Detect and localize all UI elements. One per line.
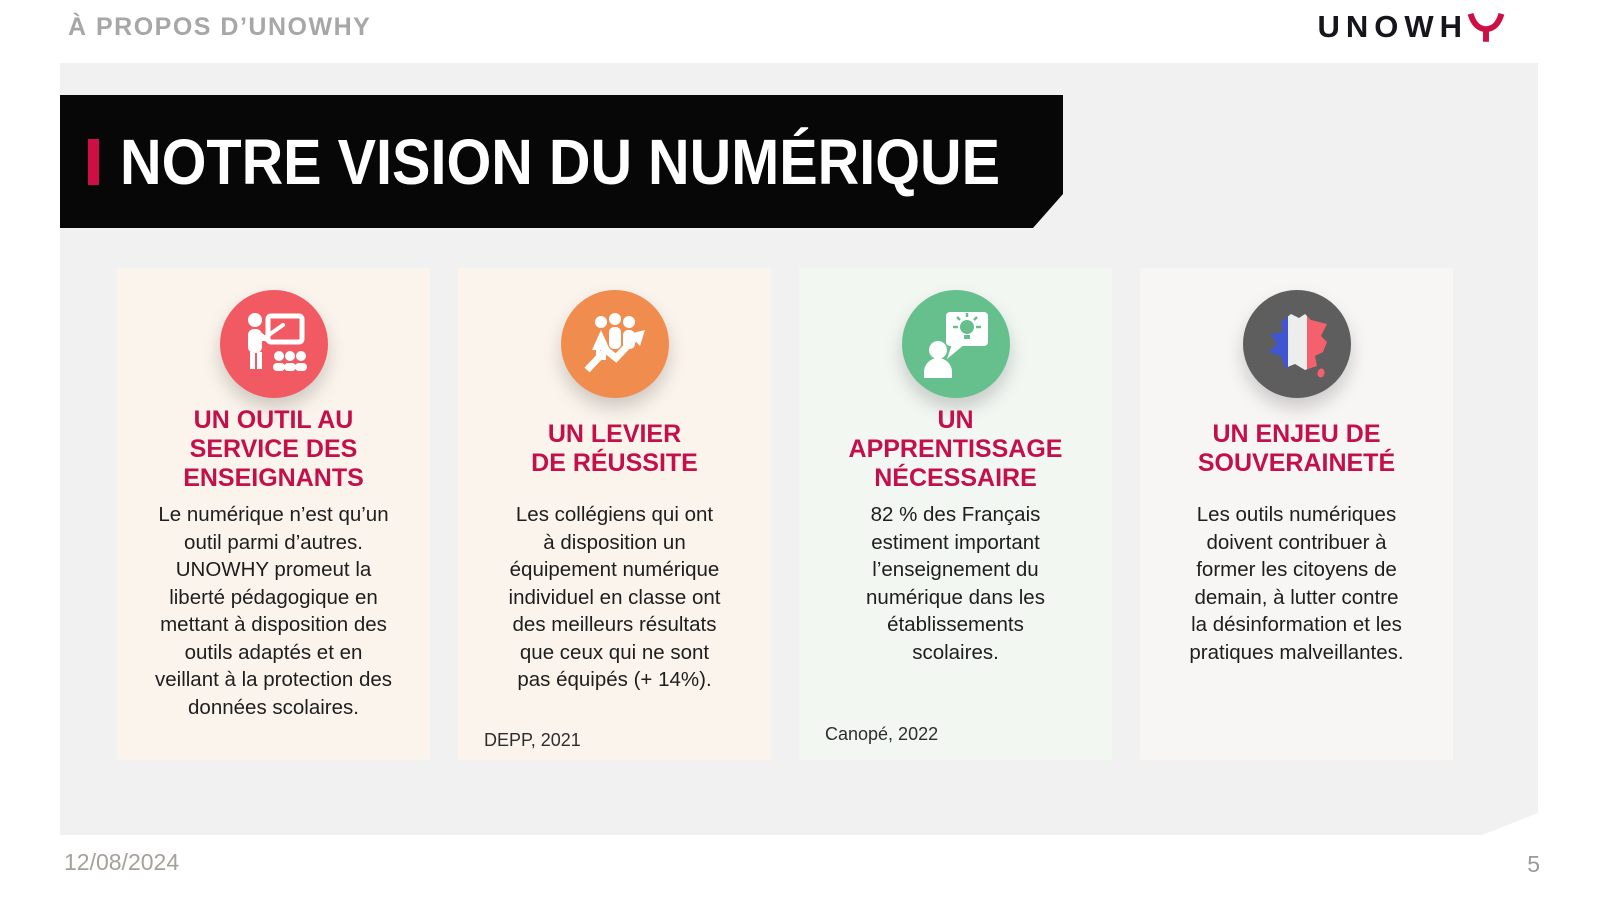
slide-kicker: À PROPOS D’UNOWHY <box>68 13 372 41</box>
france-map-icon <box>1243 290 1351 398</box>
logo-y-icon <box>1467 12 1505 42</box>
title-banner: NOTRE VISION DU NUMÉRIQUE <box>60 95 1063 228</box>
card-apprentissage: UN APPRENTISSAGE NÉCESSAIRE 82 % des Fra… <box>799 268 1112 760</box>
card-source: Canopé, 2022 <box>825 724 939 744</box>
card-title: UN OUTIL AU SERVICE DES ENSEIGNANTS <box>183 405 364 492</box>
card-title: UN LEVIER DE RÉUSSITE <box>531 420 698 477</box>
unowhy-logo: UNOWH <box>1317 10 1505 44</box>
card-body: Les outils numériques doivent contribuer… <box>1189 503 1404 664</box>
card-body: 82 % des Français estiment important l’e… <box>866 503 1045 664</box>
logo-wordmark: UNOWH <box>1317 9 1468 44</box>
card-levier-reussite: UN LEVIER DE RÉUSSITE Les collégiens qui… <box>458 268 771 760</box>
card-souverainete: UN ENJEU DE SOUVERAINETÉ Les outils numé… <box>1140 268 1453 760</box>
card-title: UN APPRENTISSAGE NÉCESSAIRE <box>848 405 1063 492</box>
slide-date: 12/08/2024 <box>64 849 180 875</box>
teacher-presentation-icon <box>220 290 328 398</box>
card-source: DEPP, 2021 <box>484 730 581 750</box>
card-body: Le numérique n’est qu’un outil parmi d’a… <box>154 503 393 719</box>
slide-content-panel: NOTRE VISION DU NUMÉRIQUE <box>60 63 1538 835</box>
vision-cards-row: UN OUTIL AU SERVICE DES ENSEIGNANTS Le n… <box>117 268 1453 760</box>
slide-title: NOTRE VISION DU NUMÉRIQUE <box>120 125 1001 198</box>
card-body: Les collégiens qui ont à disposition un … <box>508 503 721 691</box>
card-outil-enseignants: UN OUTIL AU SERVICE DES ENSEIGNANTS Le n… <box>117 268 430 760</box>
page-number: 5 <box>1527 851 1540 877</box>
accent-bar <box>88 139 99 185</box>
card-title: UN ENJEU DE SOUVERAINETÉ <box>1197 420 1396 477</box>
learning-bulb-icon <box>902 290 1010 398</box>
people-growth-icon <box>561 290 669 398</box>
